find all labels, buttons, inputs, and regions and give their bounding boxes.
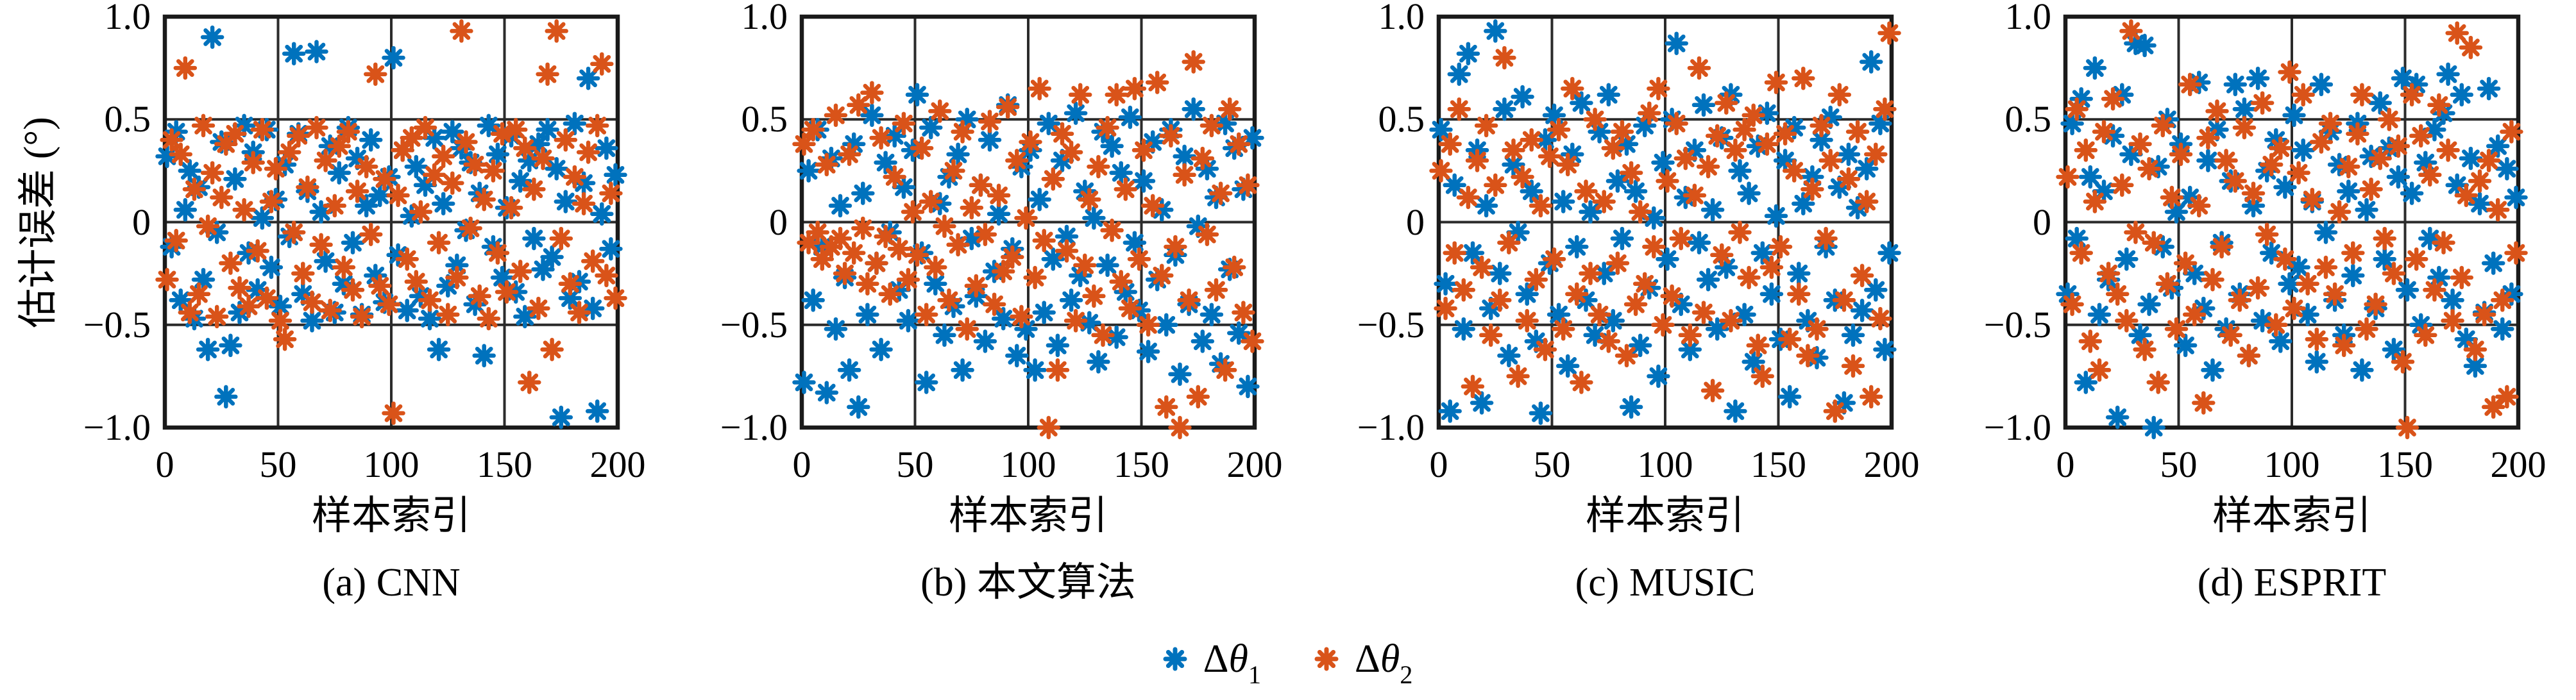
y-tick-label: 0.5	[741, 98, 788, 140]
y-tick-label: 1.0	[1378, 0, 1425, 37]
y-tick-label: 0	[2033, 201, 2051, 243]
x-axis-label: 样本索引	[311, 494, 471, 538]
y-tick-label: −1.0	[720, 406, 788, 448]
x-tick-label: 150	[1750, 444, 1806, 485]
x-tick-label: 200	[589, 444, 646, 485]
x-tick-label: 0	[1429, 444, 1448, 485]
x-tick-label: 0	[2056, 444, 2075, 485]
y-tick-label: 0.5	[2004, 98, 2052, 140]
subplot-c-music: 样本索引 (c) MUSIC 0 50 100 150 200 1.0 0.5 0 −0.5 −1…	[1357, 0, 1920, 604]
subplot-caption-b: (b) 本文算法	[920, 561, 1136, 604]
x-tick-label: 150	[477, 444, 532, 485]
y-tick-label: −0.5	[1357, 303, 1425, 346]
x-axis-label: 样本索引	[2212, 494, 2371, 538]
x-tick-label: 0	[155, 444, 174, 485]
y-tick-label: 1.0	[104, 0, 151, 37]
x-tick-label: 150	[2377, 444, 2433, 485]
y-tick-label: 1.0	[2004, 0, 2052, 37]
x-axis-label: 样本索引	[1585, 494, 1745, 538]
x-tick-label: 100	[1637, 444, 1693, 485]
x-tick-label: 50	[2160, 444, 2198, 485]
legend-item-dtheta1: Δθ1	[1163, 636, 1261, 689]
plot-area-cnn	[155, 14, 627, 430]
y-tick-label: −0.5	[1983, 303, 2051, 346]
y-tick-label: 1.0	[741, 0, 788, 37]
subplot-caption-d: (d) ESPRIT	[2197, 561, 2387, 604]
legend-label-dtheta2: Δθ2	[1355, 637, 1413, 689]
x-tick-label: 0	[792, 444, 811, 485]
plot-area-esprit	[2056, 14, 2528, 440]
subplot-d-esprit: 样本索引 (d) ESPRIT 0 50 100 150 200 1.0 0.5 0 −0.5 −…	[1984, 0, 2546, 604]
y-tick-label: 0.5	[104, 98, 151, 140]
legend-item-dtheta2: Δθ2	[1314, 636, 1413, 689]
y-tick-label: −1.0	[83, 406, 151, 448]
plot-area-music	[1429, 14, 1901, 430]
x-tick-label: 200	[1226, 444, 1283, 485]
x-tick-label: 100	[2264, 444, 2320, 485]
x-tick-label: 100	[363, 444, 419, 485]
y-tick-label: 0	[769, 201, 788, 243]
x-tick-label: 50	[259, 444, 297, 485]
y-tick-label: −1.0	[1983, 406, 2051, 448]
y-tick-label: −0.5	[83, 303, 151, 346]
subplot-caption-c: (c) MUSIC	[1575, 561, 1756, 604]
legend-label-dtheta1: Δθ1	[1203, 637, 1261, 689]
x-tick-label: 200	[2490, 444, 2546, 485]
x-axis-label: 样本索引	[948, 494, 1108, 538]
y-tick-label: 0	[132, 201, 151, 243]
subplot-caption-a: (a) CNN	[322, 561, 461, 604]
legend: Δθ1 Δθ2	[0, 636, 2576, 689]
y-tick-label: −0.5	[720, 303, 788, 346]
x-tick-label: 50	[896, 444, 934, 485]
x-tick-label: 50	[1533, 444, 1571, 485]
x-tick-label: 200	[1863, 444, 1920, 485]
subplot-b-proposed: 样本索引 (b) 本文算法 0 50 100 150 200 1.0 0.5 0 −0.5 −1.…	[720, 0, 1283, 604]
asterisk-marker-icon	[1163, 647, 1187, 671]
subplot-a-cnn: 样本索引 (a) CNN 0 50 100 150 200 1.0 0.5 0 −0.5 −1.0	[83, 0, 646, 604]
x-tick-label: 100	[1000, 444, 1056, 485]
y-tick-label: 0.5	[1378, 98, 1425, 140]
y-tick-label: 0	[1406, 201, 1425, 243]
x-tick-label: 150	[1114, 444, 1169, 485]
y-tick-label: −1.0	[1357, 406, 1425, 448]
plot-area-proposed	[792, 14, 1264, 440]
asterisk-marker-icon	[1314, 647, 1339, 671]
